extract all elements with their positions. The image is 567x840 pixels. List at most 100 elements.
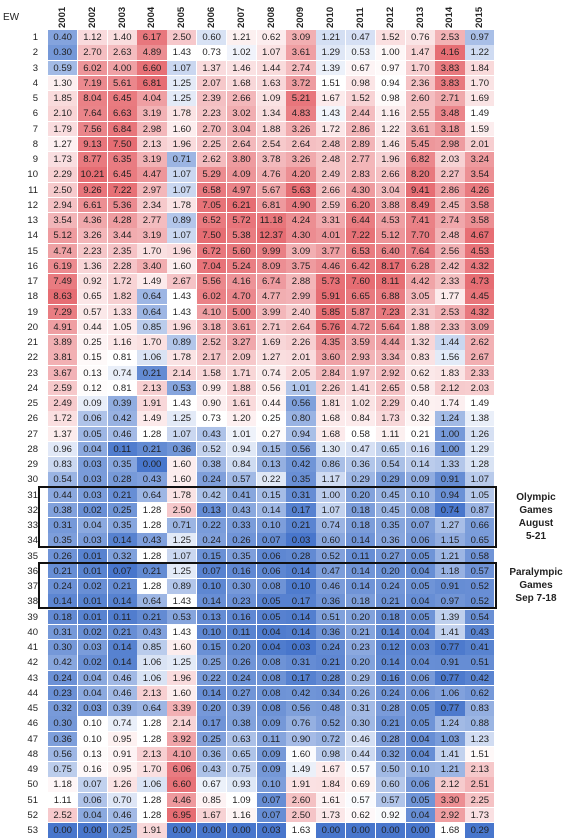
heatmap-cell-r23-2008: 0.74 <box>256 365 286 380</box>
heatmap-cell-r18-2005: 1.43 <box>167 289 197 304</box>
heatmap-cell-r21-2014: 1.44 <box>435 335 465 350</box>
heatmap-cell-r5-2013: 2.60 <box>405 91 435 106</box>
heatmap-cell-r21-2011: 3.59 <box>346 335 376 350</box>
heatmap-cell-r47-2013: 0.04 <box>405 731 435 746</box>
heatmap-cell-r18-2006: 6.02 <box>197 289 227 304</box>
event-label-line: 5-21 <box>525 531 546 542</box>
heatmap-cell-r40-2007: 0.11 <box>226 624 257 640</box>
heatmap-cell-r3-2001: 0.59 <box>48 60 78 75</box>
heatmap-cell-r39-2001: 0.18 <box>48 609 78 624</box>
heatmap-cell-r9-2008: 3.78 <box>256 152 286 167</box>
row-label-13: 13 <box>27 215 38 226</box>
heatmap-cell-r15-2015: 4.53 <box>465 243 495 258</box>
heatmap-cell-r14-2015: 4.67 <box>465 228 495 243</box>
heatmap-cell-r7-2015: 1.59 <box>465 121 495 136</box>
heatmap-cell-r32-2010: 1.07 <box>316 502 346 518</box>
row-label-51: 51 <box>27 794 38 806</box>
heatmap-cell-r39-2009: 0.14 <box>286 609 316 624</box>
heatmap-cell-r34-2013: 0.06 <box>405 533 435 548</box>
heatmap-cell-r50-2002: 0.07 <box>77 777 108 792</box>
heatmap-cell-r25-2003: 0.39 <box>107 396 137 411</box>
heatmap-cell-r42-2007: 0.26 <box>226 655 257 670</box>
heatmap-cell-r9-2013: 6.82 <box>405 152 435 167</box>
heatmap-cell-r5-2004: 4.04 <box>137 91 167 106</box>
heatmap-cell-r39-2006: 0.13 <box>197 609 227 624</box>
row-label-45: 45 <box>27 703 38 714</box>
heatmap-cell-r52-2012: 0.92 <box>375 807 406 823</box>
event-label-line: Paralympic <box>509 567 563 579</box>
heatmap-cell-r45-2009: 0.56 <box>286 701 316 716</box>
heatmap-cell-r14-2010: 4.01 <box>316 228 346 243</box>
heatmap-cell-r35-2015: 0.58 <box>465 548 495 563</box>
heatmap-cell-r20-2007: 3.61 <box>226 319 257 335</box>
heatmap-cell-r41-2001: 0.30 <box>48 640 78 655</box>
row-axis-header: EW <box>3 12 20 23</box>
heatmap-cell-r10-2011: 2.83 <box>346 167 376 182</box>
heatmap-cell-r40-2011: 0.21 <box>346 624 376 640</box>
heatmap-cell-r25-2013: 0.40 <box>405 396 435 411</box>
heatmap-cell-r46-2002: 0.10 <box>77 716 108 731</box>
heatmap-cell-r25-2010: 1.81 <box>316 396 346 411</box>
heatmap-cell-r19-2011: 5.87 <box>346 304 376 319</box>
heatmap-cell-r53-2015: 0.29 <box>465 823 495 838</box>
event-label-line: August <box>518 518 554 529</box>
heatmap-cell-r12-2010: 2.59 <box>316 197 346 213</box>
heatmap-cell-r30-2011: 0.29 <box>346 472 376 487</box>
heatmap-cell-r13-2003: 4.28 <box>107 213 137 228</box>
heatmap-cell-r4-2009: 3.72 <box>286 75 316 91</box>
row-label-31: 31 <box>27 489 38 501</box>
heatmap-cell-r8-2015: 2.01 <box>465 136 495 152</box>
heatmap-cell-r44-2003: 0.46 <box>107 685 137 701</box>
heatmap-cell-r43-2008: 0.08 <box>256 670 286 685</box>
heatmap-cell-r44-2015: 0.62 <box>465 685 495 701</box>
heatmap-cell-r28-2004: 0.21 <box>137 441 167 457</box>
heatmap-cell-r8-2010: 2.48 <box>316 136 346 152</box>
heatmap-cell-r21-2005: 0.89 <box>167 335 197 350</box>
heatmap-cell-r35-2010: 0.52 <box>316 548 346 563</box>
heatmap-cell-r51-2014: 3.30 <box>435 792 465 807</box>
heatmap-cell-r43-2003: 0.46 <box>107 670 137 685</box>
heatmap-cell-r46-2001: 0.30 <box>48 716 78 731</box>
heatmap-cell-r48-2006: 0.36 <box>197 746 227 762</box>
heatmap-cell-r2-2010: 1.29 <box>316 45 346 60</box>
heatmap-cell-r43-2013: 0.06 <box>405 670 435 685</box>
heatmap-cell-r18-2001: 8.63 <box>48 289 78 304</box>
heatmap-cell-r1-2011: 0.47 <box>346 30 376 45</box>
heatmap-cell-r11-2006: 6.58 <box>197 182 227 197</box>
heatmap-cell-r41-2007: 0.20 <box>226 640 257 655</box>
heatmap-cell-r33-2015: 0.66 <box>465 518 495 533</box>
heatmap-cell-r20-2011: 4.72 <box>346 319 376 335</box>
heatmap-cell-r6-2006: 2.23 <box>197 106 227 121</box>
heatmap-cell-r19-2009: 2.40 <box>286 304 316 319</box>
heatmap-cell-r51-2013: 0.05 <box>405 792 435 807</box>
column-header-2012: 2012 <box>380 2 404 28</box>
heatmap-cell-r28-2008: 0.15 <box>256 441 286 457</box>
heatmap-cell-r26-2011: 0.84 <box>346 411 376 426</box>
heatmap-cell-r12-2014: 2.45 <box>435 197 465 213</box>
event-label-line: Games <box>519 580 553 592</box>
heatmap-cell-r26-2014: 1.24 <box>435 411 465 426</box>
heatmap-cell-r48-2002: 0.13 <box>77 746 108 762</box>
heatmap-cell-r10-2007: 4.09 <box>226 167 257 182</box>
heatmap-cell-r6-2002: 7.64 <box>77 106 108 121</box>
heatmap-cell-r43-2011: 0.29 <box>346 670 376 685</box>
heatmap-cell-r15-2002: 2.23 <box>77 243 108 258</box>
heatmap-cell-r29-2009: 0.42 <box>286 457 316 472</box>
heatmap-cell-r13-2009: 4.24 <box>286 213 316 228</box>
heatmap-cell-r37-2010: 0.46 <box>316 579 346 594</box>
heatmap-cell-r3-2006: 1.37 <box>197 60 227 75</box>
heatmap-cell-r47-2006: 0.25 <box>197 731 227 746</box>
heatmap-cell-r17-2009: 2.88 <box>286 274 316 289</box>
heatmap-cell-r49-2004: 1.70 <box>137 762 167 777</box>
heatmap-cell-r26-2004: 1.49 <box>137 411 167 426</box>
heatmap-cell-r12-2011: 6.20 <box>346 197 376 213</box>
heatmap-cell-r17-2002: 0.92 <box>77 274 108 289</box>
heatmap-cell-r37-2003: 0.21 <box>107 579 137 594</box>
heatmap-cell-r25-2002: 0.09 <box>77 396 108 411</box>
heatmap-cell-r26-2010: 1.68 <box>316 411 346 426</box>
heatmap-cell-r53-2006: 0.00 <box>197 823 227 838</box>
heatmap-cell-r16-2012: 8.17 <box>375 258 406 274</box>
heatmap-cell-r48-2005: 4.10 <box>167 746 197 762</box>
heatmap-cell-r45-2006: 0.20 <box>197 701 227 716</box>
heatmap-cell-r50-2004: 1.06 <box>137 777 167 792</box>
